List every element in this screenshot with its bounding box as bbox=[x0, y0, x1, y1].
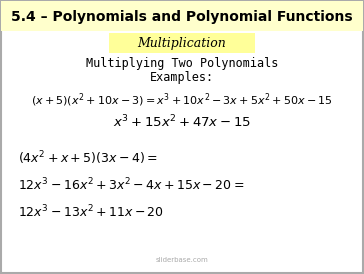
FancyBboxPatch shape bbox=[109, 33, 255, 53]
Text: Multiplication: Multiplication bbox=[138, 38, 226, 50]
Text: $12x^3-16x^2+3x^2-4x+15x-20 =$: $12x^3-16x^2+3x^2-4x+15x-20 =$ bbox=[18, 177, 244, 193]
Text: Multiplying Two Polynomials: Multiplying Two Polynomials bbox=[86, 58, 278, 70]
Text: $x^3+15x^2+47x-15$: $x^3+15x^2+47x-15$ bbox=[113, 114, 251, 130]
Text: sliderbase.com: sliderbase.com bbox=[156, 257, 208, 263]
Text: Examples:: Examples: bbox=[150, 72, 214, 84]
Text: $(x+5)(x^2+10x-3) = x^3+10x^2-3x+5x^2+50x-15$: $(x+5)(x^2+10x-3) = x^3+10x^2-3x+5x^2+50… bbox=[31, 91, 333, 109]
Text: $12x^3-13x^2+11x-20$: $12x^3-13x^2+11x-20$ bbox=[18, 204, 164, 220]
Text: $\left(4x^2+x+5\right)\left(3x-4\right) =$: $\left(4x^2+x+5\right)\left(3x-4\right) … bbox=[18, 149, 158, 167]
FancyBboxPatch shape bbox=[1, 1, 363, 31]
Text: 5.4 – Polynomials and Polynomial Functions: 5.4 – Polynomials and Polynomial Functio… bbox=[11, 10, 353, 24]
